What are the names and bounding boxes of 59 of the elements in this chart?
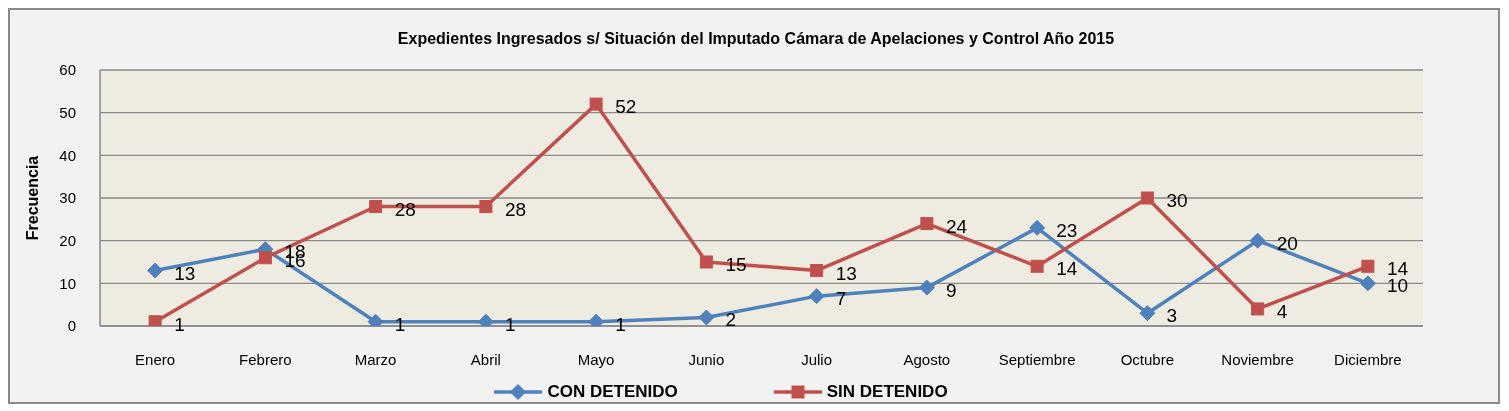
y-axis-title: Frecuencia: [24, 155, 42, 241]
y-tick-label: 20: [59, 231, 76, 249]
point: [1249, 232, 1266, 249]
data-label: 23: [1056, 219, 1078, 241]
data-label: 30: [1166, 190, 1188, 212]
data-label: 9: [945, 279, 957, 301]
point: [1361, 259, 1375, 273]
point: [918, 279, 935, 296]
x-tick-label: Junio: [688, 350, 725, 368]
legend-label: SIN DETENIDO: [826, 382, 948, 402]
x-tick-label: Diciembre: [1334, 350, 1402, 368]
y-tick-label: 0: [67, 317, 76, 335]
data-label: 52: [615, 96, 637, 118]
data-label: 24: [945, 215, 968, 237]
data-label: 13: [174, 262, 196, 284]
x-tick-label: Enero: [135, 350, 176, 368]
point: [479, 200, 493, 214]
data-label: 3: [1166, 305, 1177, 327]
point: [1139, 305, 1156, 322]
data-label: 14: [1056, 258, 1078, 280]
point: [810, 264, 824, 278]
x-tick-label: Febrero: [239, 350, 292, 368]
x-tick-label: Abril: [470, 350, 501, 368]
data-label: 20: [1276, 232, 1298, 254]
x-tick-label: Julio: [801, 350, 833, 368]
y-tick-label: 30: [59, 189, 76, 207]
point: [1029, 219, 1046, 236]
y-tick-label: 60: [59, 61, 76, 79]
data-label: 28: [504, 198, 527, 220]
legend-label: CON DETENIDO: [547, 382, 678, 402]
point: [147, 262, 164, 279]
point: [258, 251, 272, 265]
data-label: 1: [504, 313, 516, 335]
point: [699, 255, 713, 269]
data-label: 4: [1276, 300, 1288, 322]
x-tick-label: Marzo: [354, 350, 397, 368]
x-tick-label: Agosto: [903, 350, 951, 368]
point: [1140, 191, 1154, 205]
data-label: 13: [835, 262, 857, 284]
data-label: 1: [174, 313, 185, 335]
point: [369, 200, 383, 214]
chart-title: Expedientes Ingresados s/ Situación del Imputado Cámara de Apelaciones y Control Año 2015: [396, 30, 1116, 48]
point: [1359, 275, 1376, 292]
point: [148, 315, 162, 326]
point: [920, 217, 934, 231]
x-tick-label: Noviembre: [1221, 350, 1294, 368]
data-label: 1: [394, 313, 406, 335]
point: [1030, 259, 1044, 273]
point: [1251, 302, 1265, 316]
point: [808, 288, 825, 305]
y-tick-label: 50: [59, 103, 76, 121]
y-tick-label: 40: [59, 146, 76, 164]
x-tick-label: Octubre: [1120, 350, 1175, 368]
y-tick-label: 10: [59, 274, 76, 292]
x-tick-label: Septiembre: [998, 350, 1076, 368]
point: [698, 309, 715, 326]
x-tick-label: Mayo: [577, 350, 615, 368]
point: [589, 97, 603, 111]
data-label: 2: [725, 309, 736, 331]
